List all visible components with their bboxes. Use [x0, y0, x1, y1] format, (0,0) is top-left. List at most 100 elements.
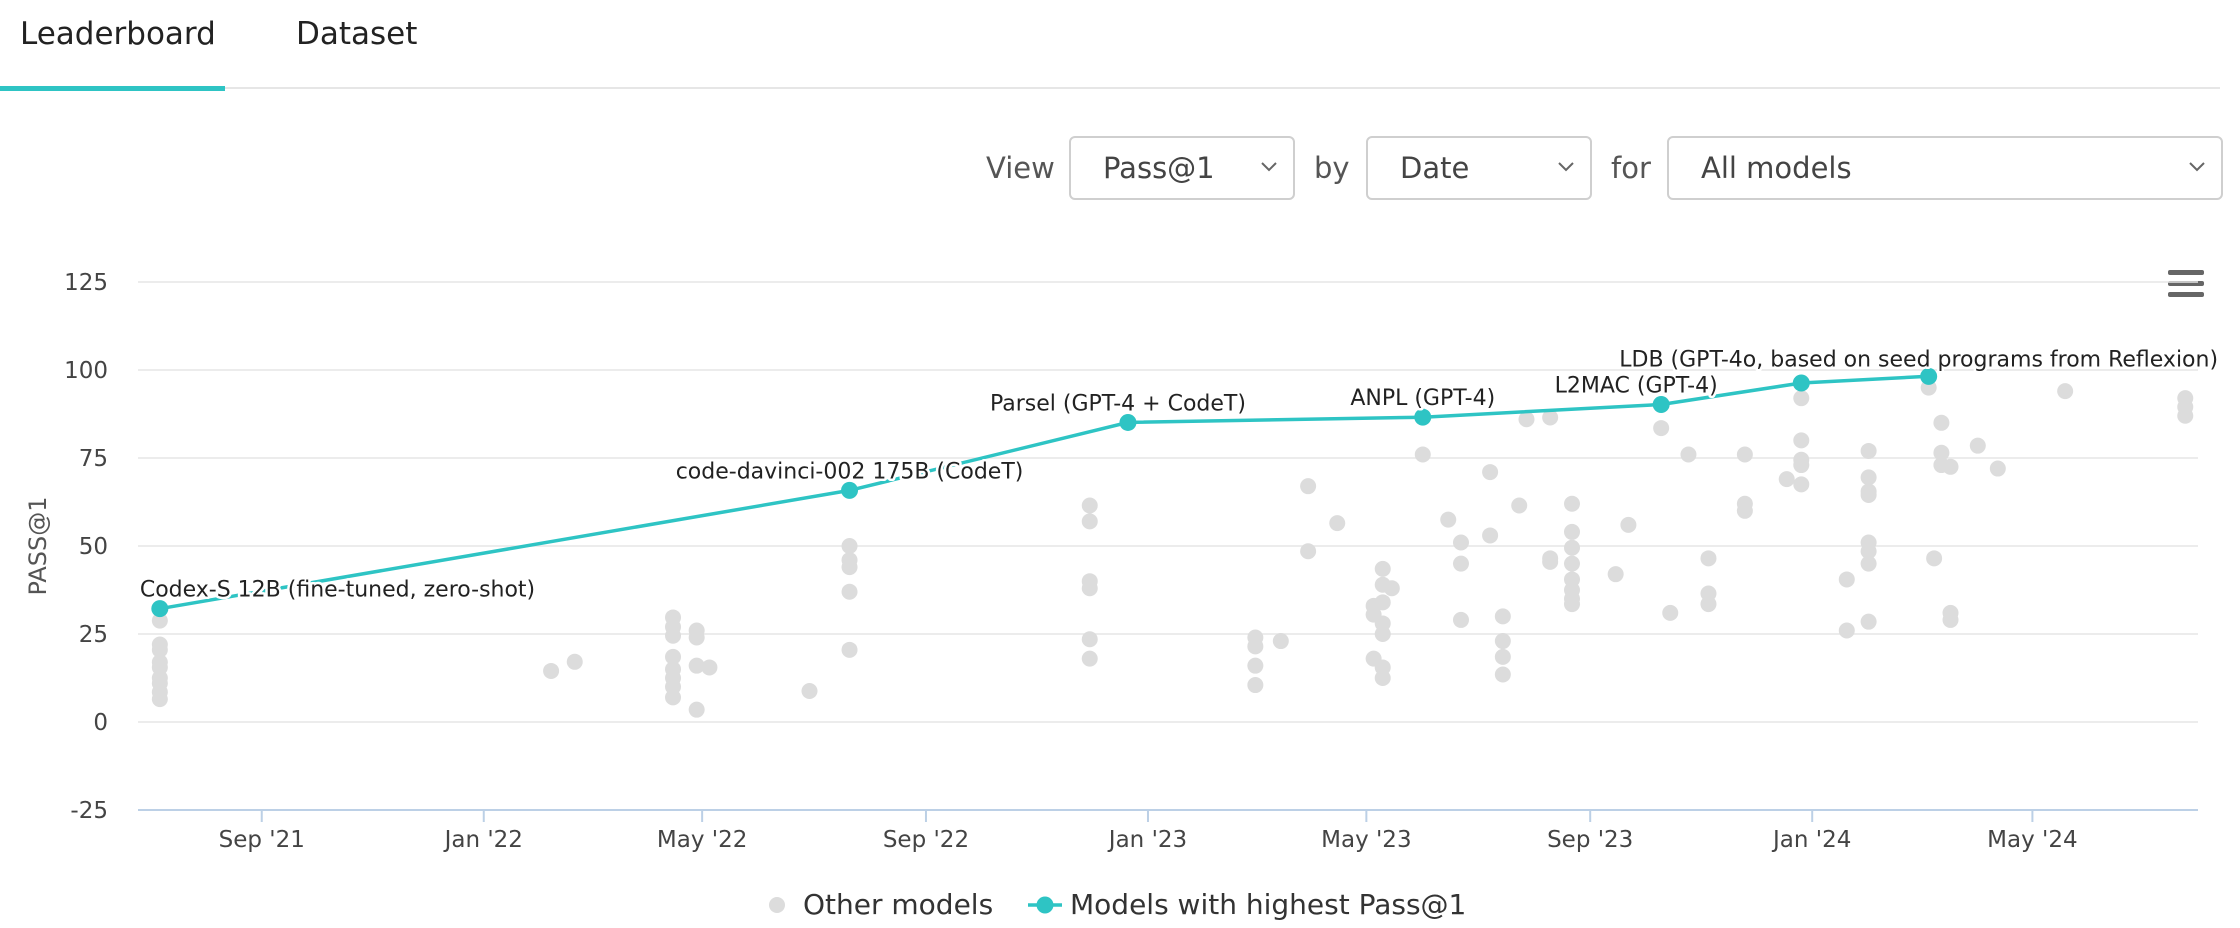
x-tick-label: Jan '23: [1107, 827, 1187, 853]
legend-layer: Other models Models with highest Pass@1: [769, 888, 1466, 921]
other-model-point: [566, 653, 583, 670]
other-model-point: [1374, 670, 1391, 686]
legend-best-marker: [1036, 896, 1054, 914]
best-model-point: [1652, 395, 1670, 413]
other-model-point: [1081, 497, 1098, 514]
other-model-point: [688, 629, 705, 646]
chart-menu-icon[interactable]: [2168, 270, 2204, 298]
best-model-point: [1792, 374, 1810, 392]
view-select-value: Pass@1: [1103, 151, 1215, 185]
other-model-point: [1778, 471, 1795, 488]
other-model-point: [1542, 409, 1559, 426]
other-model-point: [1494, 633, 1511, 650]
other-model-point: [1620, 516, 1637, 533]
other-model-point: [665, 689, 682, 706]
tab-leaderboard[interactable]: Leaderboard: [20, 16, 216, 52]
tab-dataset[interactable]: Dataset: [296, 16, 418, 52]
other-model-point: [1736, 446, 1753, 463]
other-model-point: [1563, 495, 1580, 512]
menu-bar: [2168, 281, 2204, 286]
other-model-point: [1860, 613, 1877, 630]
other-model-point: [1860, 555, 1877, 572]
other-model-point: [1414, 446, 1431, 463]
chart-controls: View Pass@1 by Date for All models: [0, 136, 2240, 200]
x-tick-label: May '23: [1321, 827, 1411, 853]
y-tick-label: 75: [79, 446, 108, 472]
y-tick-label: 25: [79, 622, 108, 648]
y-tick-label: -25: [70, 798, 108, 824]
other-model-point: [1081, 650, 1098, 667]
other-model-point: [1374, 594, 1391, 611]
other-model-point: [1452, 611, 1469, 628]
other-model-point: [1247, 657, 1264, 674]
other-model-point: [1662, 604, 1679, 621]
x-tick-label: May '24: [1987, 827, 2077, 853]
other-model-point: [701, 659, 718, 676]
x-tick-label: Sep '23: [1547, 827, 1633, 853]
y-tick-label: 0: [93, 710, 108, 736]
best-model-point: [1119, 413, 1137, 431]
other-model-point: [1793, 476, 1810, 493]
other-model-point: [1374, 560, 1391, 577]
other-model-point: [1272, 633, 1289, 650]
for-label: for: [1611, 151, 1651, 185]
other-model-point: [1563, 596, 1580, 613]
y-tick-label: 50: [79, 534, 108, 560]
other-model-point: [1081, 513, 1098, 530]
other-model-point: [801, 683, 818, 700]
data-label: Parsel (GPT-4 + CodeT): [990, 391, 1246, 416]
other-model-point: [1700, 596, 1717, 613]
other-model-point: [841, 559, 858, 576]
other-model-point: [1563, 555, 1580, 572]
legend-best-label: Models with highest Pass@1: [1070, 888, 1466, 921]
other-model-point: [1860, 543, 1877, 560]
menu-bar: [2168, 292, 2204, 297]
data-label: ANPL (GPT-4): [1350, 386, 1495, 411]
data-label: LDB (GPT-4o, based on seed programs from…: [1619, 347, 2218, 372]
data-label: code-davinci-002 175B (CodeT): [676, 459, 1024, 484]
by-select[interactable]: Date: [1366, 136, 1592, 200]
x-tick-label: Sep '22: [883, 827, 969, 853]
best-models-layer: [151, 367, 1938, 618]
other-model-point: [1494, 608, 1511, 625]
legend-other-label: Other models: [803, 888, 993, 921]
y-tick-label: 125: [64, 270, 108, 296]
best-model-point: [151, 600, 169, 618]
other-model-point: [1653, 420, 1670, 437]
other-model-point: [1300, 543, 1317, 560]
other-model-point: [1563, 539, 1580, 556]
view-select[interactable]: Pass@1: [1069, 136, 1295, 200]
x-tick-label: May '22: [657, 827, 747, 853]
other-model-point: [841, 641, 858, 658]
other-model-point: [1793, 390, 1810, 407]
best-model-point: [1920, 367, 1938, 385]
other-model-point: [1374, 626, 1391, 642]
other-model-point: [1860, 469, 1877, 486]
other-model-point: [151, 691, 168, 708]
menu-bar: [2168, 270, 2204, 275]
other-model-point: [1860, 442, 1877, 459]
other-model-point: [1838, 622, 1855, 639]
best-model-point: [841, 481, 859, 499]
other-model-point: [1440, 511, 1457, 528]
other-model-point: [841, 538, 858, 554]
other-model-point: [1081, 580, 1098, 597]
x-tick-label: Jan '24: [1771, 827, 1851, 853]
other-model-point: [1494, 648, 1511, 665]
label-layer: Codex-S 12B (fine-tuned, zero-shot) code-…: [137, 345, 2220, 605]
other-model-point: [665, 648, 682, 665]
other-model-point: [1700, 550, 1717, 567]
other-model-point: [1969, 437, 1986, 454]
other-model-point: [1383, 580, 1400, 597]
other-model-point: [665, 627, 682, 644]
other-model-point: [1607, 566, 1624, 583]
other-model-point: [1926, 550, 1943, 567]
other-model-point: [1247, 677, 1264, 694]
other-model-point: [1680, 446, 1697, 463]
data-label: Codex-S 12B (fine-tuned, zero-shot): [140, 578, 535, 603]
other-models-layer: [151, 379, 2194, 718]
other-model-point: [1838, 571, 1855, 588]
active-tab-indicator: [0, 86, 225, 91]
for-select[interactable]: All models: [1667, 136, 2223, 200]
